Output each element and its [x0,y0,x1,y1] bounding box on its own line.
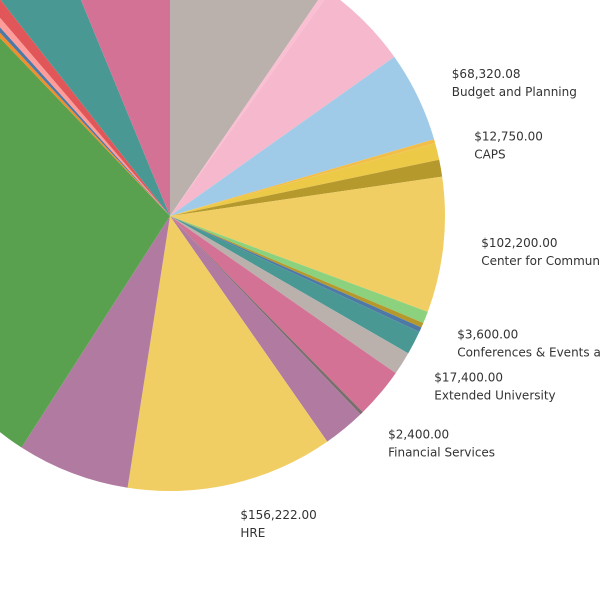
pie-slice[interactable] [65,0,170,216]
pie-slice[interactable] [170,216,420,354]
slice-name-label: Conferences & Events and Advancement [457,345,600,359]
slice-name-label: HRE [240,526,265,540]
pie-slice[interactable] [0,0,170,216]
pie-slice[interactable] [170,159,443,216]
slice-name-label: CAPS [474,148,505,162]
slice-label: $17,400.00 Extended University [434,371,555,403]
pie-slice[interactable] [170,216,361,442]
slice-value-label: $102,200.00 [481,236,557,250]
slice-label: $12,750.00 CAPS [474,130,543,162]
pie-slice[interactable] [0,17,170,448]
pie-slice[interactable] [170,176,446,312]
pie-slice[interactable] [127,216,328,492]
pie-slice[interactable] [170,0,395,216]
pie-slice[interactable] [170,216,428,324]
slice-value-label: $12,750.00 [474,130,543,144]
pie-slice[interactable] [170,0,326,216]
pie-labels: $3,810.00Associated Students Inc.$68,320… [240,67,600,540]
slice-label: $68,320.08 Budget and Planning [452,67,577,99]
pie-slice[interactable] [170,216,422,332]
slice-value-label: $156,222.00 [240,508,316,522]
pie-slice[interactable] [21,216,171,488]
pie-slice[interactable] [170,216,396,413]
slice-name-label: Financial Services [388,446,495,460]
pie-slice[interactable] [170,216,424,328]
slice-name-label: Budget and Planning [452,85,577,99]
slice-value-label: $68,320.08 [452,67,521,81]
slice-label: $102,200.00 Center for Community Engageme… [481,236,600,268]
slice-label: $2,400.00 Financial Services [388,428,495,460]
slice-value-label: $17,400.00 [434,371,503,385]
pie-slice[interactable] [170,216,363,415]
pie-slice[interactable] [170,56,435,217]
pie-slice[interactable] [170,143,440,216]
pie-slice[interactable] [170,139,436,216]
slice-value-label: $2,400.00 [388,428,449,442]
pie-slice[interactable] [0,0,170,216]
pie-slice[interactable] [170,216,409,374]
pie-slices [0,0,446,492]
slice-name-label: Extended University [434,389,555,403]
slice-value-label: $3,600.00 [457,327,518,341]
slice-label: $3,600.00 Conferences & Events and Advanc… [457,327,600,359]
slice-name-label: Center for Community Engagement [481,254,600,268]
slice-label: $156,222.00 HRE [240,508,316,540]
